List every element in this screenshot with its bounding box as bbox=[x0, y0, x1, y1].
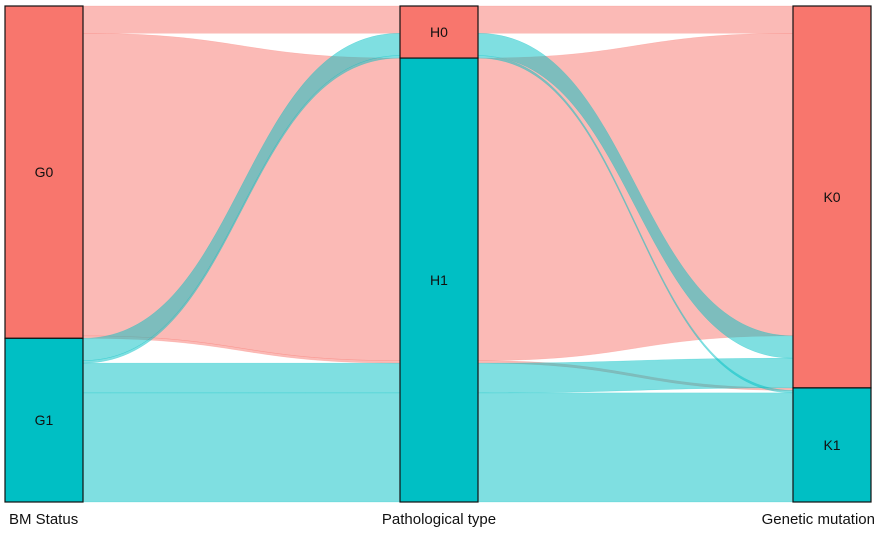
flow-band-G0-H0-K0-seg1 bbox=[82, 5, 401, 34]
node-label-g0: G0 bbox=[35, 164, 54, 180]
node-h1 bbox=[399, 57, 479, 503]
label-layer: G0 G1 BM Status H0 H1 Pathological type K0 K1 Ge… bbox=[9, 24, 875, 528]
node-label-g1: G1 bbox=[35, 412, 54, 428]
node-g1 bbox=[4, 337, 84, 503]
flow-band-G0-H0-K0-seg2 bbox=[477, 5, 794, 34]
axis-label-2: Pathological type bbox=[382, 511, 496, 528]
node-label-h1: H1 bbox=[430, 272, 448, 288]
node-h0 bbox=[399, 5, 479, 59]
flow-layer bbox=[82, 5, 794, 503]
flow-band-G1-H1-K1-seg2 bbox=[477, 392, 794, 503]
node-k1 bbox=[792, 387, 872, 503]
node-label-h0: H0 bbox=[430, 24, 448, 40]
node-label-k0: K0 bbox=[823, 189, 840, 205]
axis-label-3: Genetic mutation bbox=[762, 511, 875, 528]
node-layer bbox=[4, 5, 872, 503]
flow-band-G1-H1-K0-seg1 bbox=[82, 362, 401, 394]
flow-band-G1-H1-K1-seg1 bbox=[82, 392, 401, 503]
node-g0 bbox=[4, 5, 84, 339]
flow-band-G1-H1-K0-seg2 bbox=[477, 357, 794, 394]
axis-label-1: BM Status bbox=[9, 511, 78, 528]
node-k0 bbox=[792, 5, 872, 389]
node-label-k1: K1 bbox=[823, 437, 840, 453]
